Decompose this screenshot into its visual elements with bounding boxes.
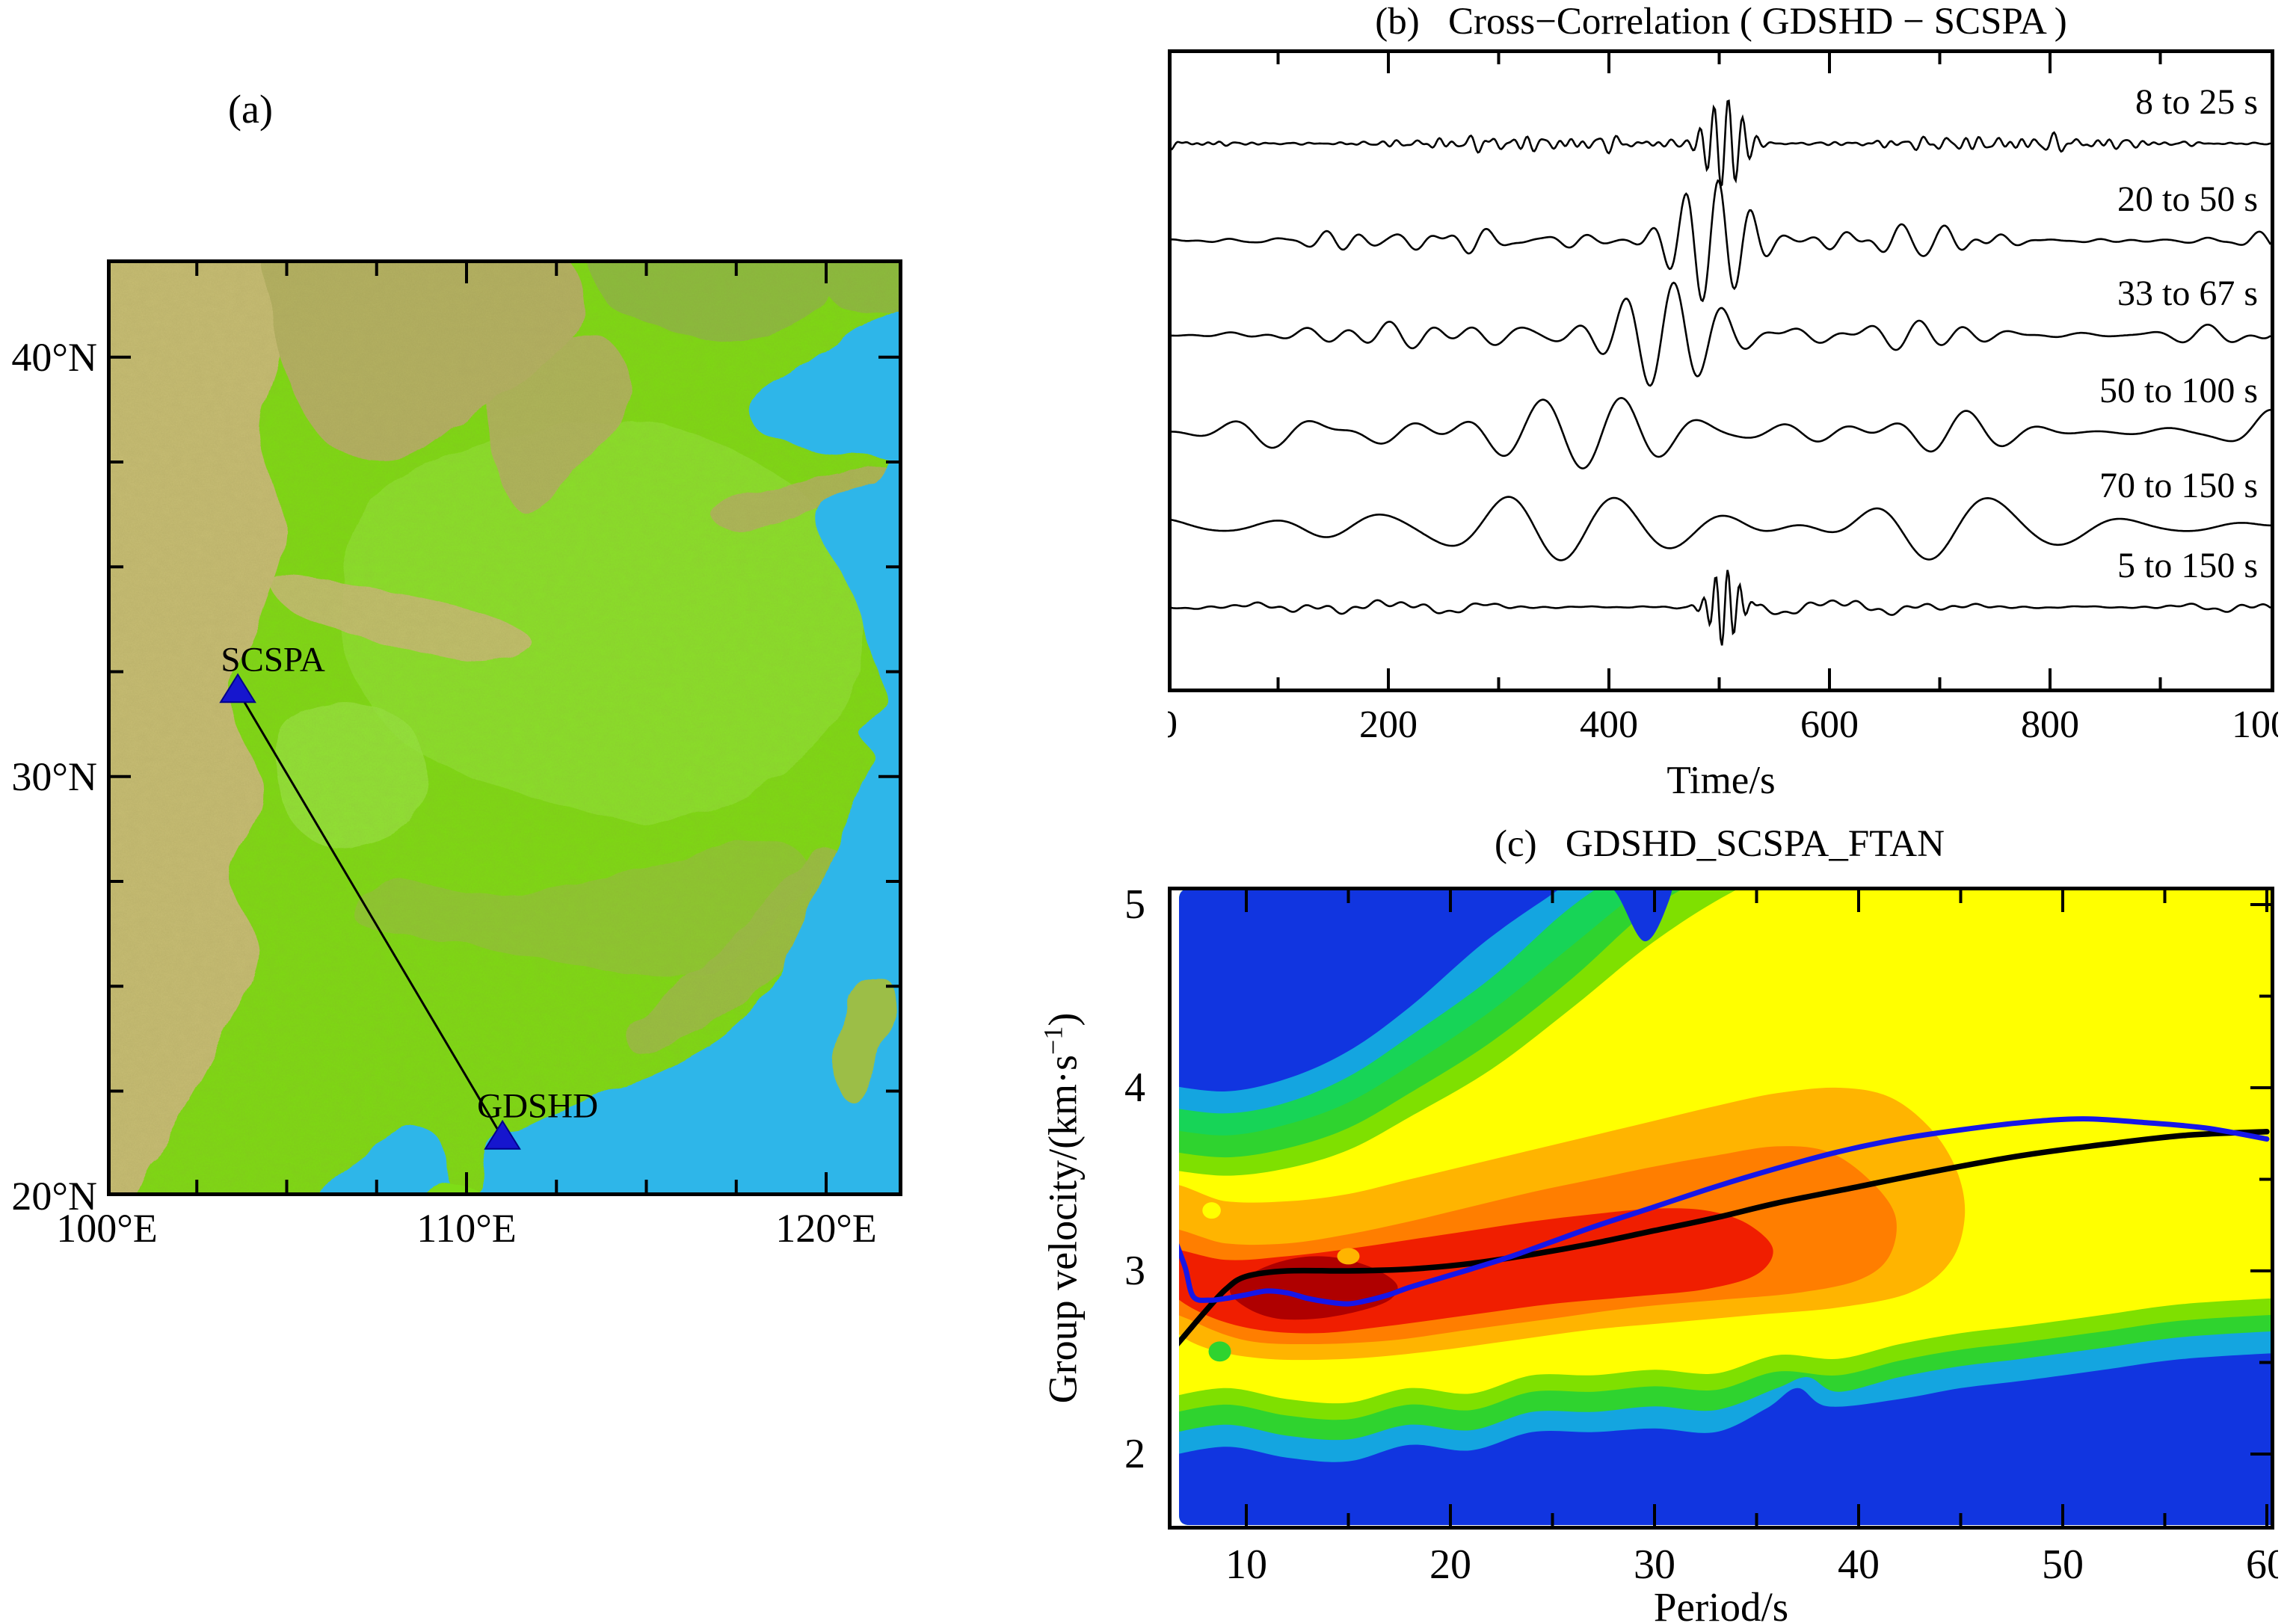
- ftan-y-tick-label: 3: [1124, 1248, 1145, 1294]
- map-art: [107, 259, 902, 1196]
- station-label-gdshd: GDSHD: [477, 1087, 598, 1126]
- ftan-x-tick-label: 60: [2246, 1542, 2278, 1588]
- station-marker-gdshd: [484, 1119, 521, 1150]
- xcorr-band-label-5: 5 to 150 s: [2117, 546, 2258, 585]
- xcorr-trace-4: [1168, 496, 2271, 561]
- reference-dispersion-curve: [1179, 1129, 2270, 1362]
- xcorr-x-tick-label: 0: [1168, 703, 1178, 746]
- ftan-ticks: [1168, 888, 2273, 1528]
- ftan-x-tick-label: 10: [1225, 1542, 1267, 1588]
- ftan-x-tick-label: 30: [1634, 1542, 1675, 1588]
- xcorr-x-tick-label: 600: [1800, 703, 1859, 746]
- panel-b-label: (b): [1375, 1, 1420, 43]
- map-lat-tick-label: 30°N: [11, 754, 97, 799]
- interstation-line: [236, 690, 504, 1139]
- xcorr-trace-3: [1168, 396, 2271, 469]
- station-marker-scspa: [219, 673, 256, 703]
- xcorr-trace-5: [1168, 570, 2271, 646]
- xcorr-band-label-4: 70 to 150 s: [2099, 466, 2258, 505]
- panel-c-title: (c) GDSHD_SCSPA_FTAN: [1495, 822, 1945, 866]
- cross-correlation-plot: 8 to 25 s 20 to 50 s 33 to 67 s 50 to 100 s…: [1168, 49, 2278, 802]
- xcorr-x-tick-label: 1000: [2232, 703, 2278, 746]
- ftan-y-tick-label: 5: [1124, 881, 1145, 928]
- measured-dispersion-curve: [1179, 1116, 2270, 1307]
- xcorr-trace-1: [1168, 179, 2272, 303]
- panel-b-title-text: Cross−Correlation ( GDSHD − SCSPA ): [1447, 1, 2067, 43]
- map-lon-tick-label: 120°E: [775, 1206, 877, 1251]
- xcorr-band-label-3: 50 to 100 s: [2099, 371, 2258, 410]
- station-label-scspa: SCSPA: [221, 640, 324, 679]
- xcorr-x-tick-label: 200: [1359, 703, 1418, 746]
- xcorr-trace-2: [1168, 281, 2271, 387]
- ftan-x-tick-label: 50: [2042, 1542, 2084, 1588]
- station-map: SCSPA GDSHD: [107, 259, 902, 1196]
- panel-c-label: (c): [1495, 823, 1537, 865]
- xcorr-band-label-1: 20 to 50 s: [2117, 179, 2258, 219]
- ftan-y-axis-label: Group velocity/(km·s−1): [1038, 1012, 1086, 1404]
- panel-a-label: (a): [228, 87, 273, 132]
- ftan-plot: 10 20 30 40 50 60 Period/s: [1168, 887, 2278, 1623]
- map-border: [107, 259, 902, 1196]
- panel-b-title: (b) Cross−Correlation ( GDSHD − SCSPA ): [1375, 0, 2067, 43]
- ftan-y-tick-label: 4: [1124, 1065, 1145, 1111]
- xcorr-x-tick-label: 800: [2021, 703, 2079, 746]
- xcorr-border: [1168, 49, 2274, 692]
- xcorr-band-label-0: 8 to 25 s: [2135, 82, 2258, 122]
- ftan-color-field: [1179, 889, 2272, 1525]
- ftan-y-tick-label: 2: [1124, 1431, 1145, 1477]
- ftan-x-tick-label: 40: [1838, 1542, 1880, 1588]
- xcorr-traces: [1168, 99, 2272, 646]
- ftan-border: [1168, 887, 2274, 1530]
- map-ticks: [107, 261, 901, 1196]
- map-lat-tick-label: 40°N: [11, 334, 97, 380]
- map-lon-tick-label: 100°E: [56, 1206, 158, 1251]
- xcorr-ticks: [1276, 51, 2162, 691]
- xcorr-x-axis-label: Time/s: [1666, 759, 1775, 802]
- xcorr-band-label-2: 33 to 67 s: [2117, 274, 2258, 313]
- panel-c-title-text: GDSHD_SCSPA_FTAN: [1565, 823, 1945, 865]
- ftan-x-tick-label: 20: [1429, 1542, 1471, 1588]
- ftan-x-axis-label: Period/s: [1654, 1584, 1788, 1623]
- xcorr-trace-0: [1168, 99, 2271, 188]
- xcorr-x-tick-label: 400: [1580, 703, 1638, 746]
- map-lat-tick-label: 20°N: [11, 1173, 97, 1219]
- map-lon-tick-label: 110°E: [416, 1206, 517, 1251]
